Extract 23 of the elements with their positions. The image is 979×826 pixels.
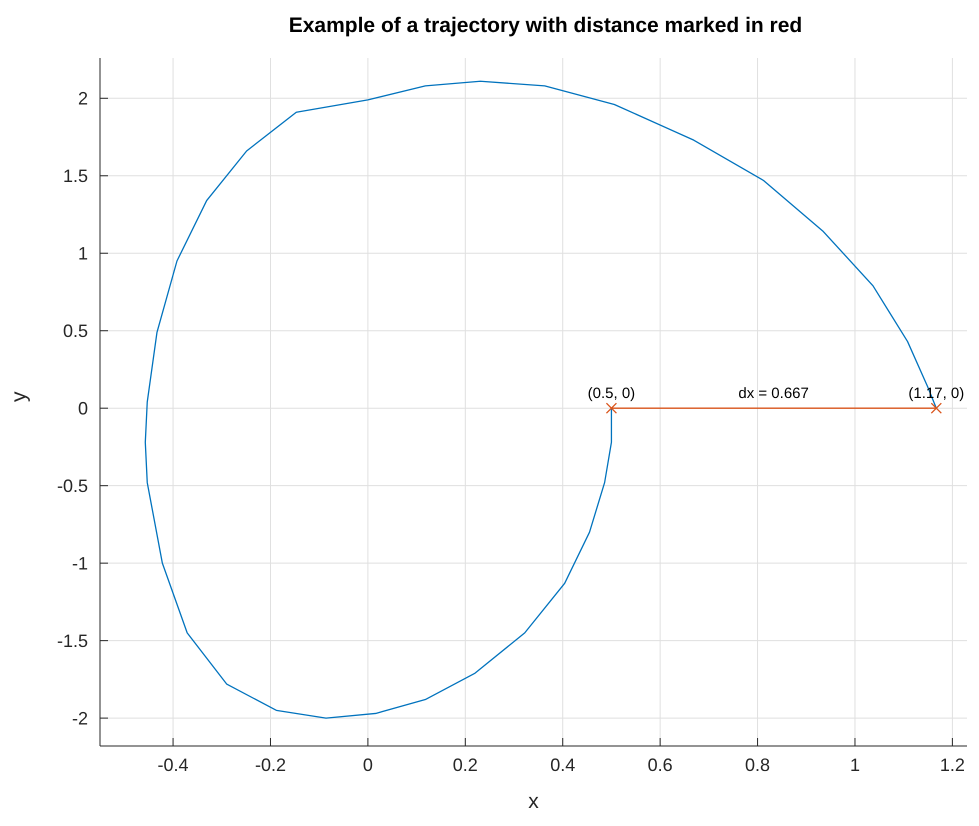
y-tick-label: 1 bbox=[78, 244, 88, 264]
x-tick-label: 0.8 bbox=[745, 754, 770, 775]
x-tick-label: -0.4 bbox=[158, 754, 189, 775]
y-tick-label: 1.5 bbox=[62, 166, 88, 186]
x-tick-label: -0.2 bbox=[254, 754, 286, 775]
y-tick-label: -2 bbox=[72, 708, 88, 728]
y-tick-label: -0.5 bbox=[56, 476, 88, 496]
y-tick-label: -1.5 bbox=[56, 631, 88, 652]
x-tick-label: 0.6 bbox=[648, 754, 673, 775]
x-axis-title: x bbox=[528, 790, 540, 813]
y-tick-label: 0.5 bbox=[62, 321, 88, 342]
x-tick-label: 1.2 bbox=[940, 754, 965, 775]
x-tick-label: 0 bbox=[362, 754, 373, 775]
chart-title: Example of a trajectory with distance marked in red bbox=[288, 14, 804, 38]
annotation: dx = 0.667 bbox=[738, 385, 809, 402]
x-tick-label: 1 bbox=[850, 754, 860, 775]
x-tick-label: 0.2 bbox=[452, 754, 478, 775]
y-tick-label: 0 bbox=[78, 398, 88, 419]
y-axis-title: y bbox=[7, 391, 30, 402]
y-tick-label: -1 bbox=[72, 554, 88, 574]
x-tick-label: 0.4 bbox=[550, 754, 576, 775]
annotation: (0.5, 0) bbox=[588, 385, 636, 402]
y-tick-label: 2 bbox=[78, 88, 88, 109]
